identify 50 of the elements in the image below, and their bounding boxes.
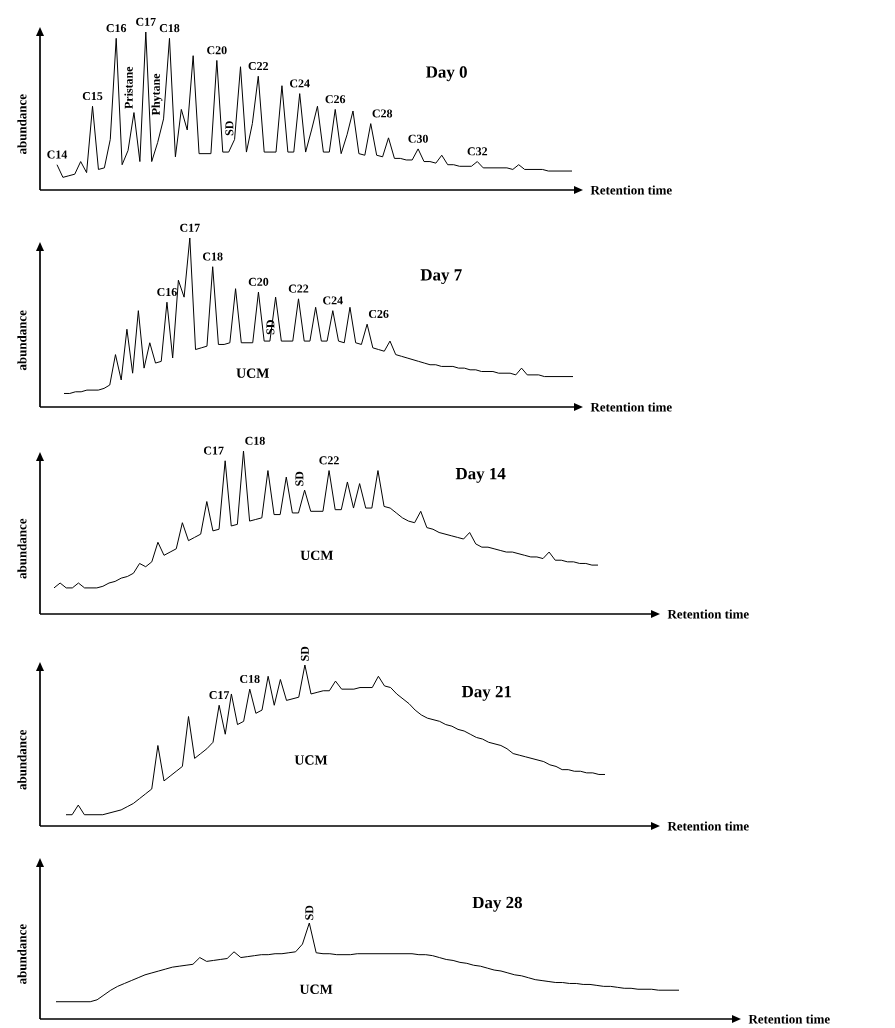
text: SD [305,905,314,920]
y-axis-title: abundance [17,729,27,790]
y-axis-title: abundance [17,310,27,371]
text: Day 14 [455,467,506,483]
y-axis-title: abundance [17,94,27,155]
annotation: C17 [203,446,224,455]
annotation: UCM [300,550,334,561]
annotation: C22 [248,62,269,71]
annotation: C22 [319,456,339,465]
y-axis-title: abundance [17,924,27,984]
x-axis-title: Retention time [590,402,672,412]
annotation: Phytane [151,73,163,116]
annotation: C32 [467,147,488,156]
annotation: Pristane [124,66,133,109]
x-axis-title: Retention time [748,1014,830,1024]
annotation: SD [225,121,234,136]
annotation: C26 [325,95,346,104]
annotation: C30 [408,134,428,143]
text: Day 0 [425,66,467,82]
annotation: C20 [248,277,269,286]
annotation: C16 [157,288,177,297]
annotation: C22 [288,284,309,293]
annotation: SD [266,320,275,335]
annotation: C18 [159,24,180,33]
chart-title: Day 28 [472,896,522,912]
annotation: UCM [294,755,328,765]
annotation: UCM [299,984,333,994]
text: C17 [136,17,156,26]
annotation: UCM [236,368,269,378]
annotation: C16 [106,24,127,33]
annotation: C24 [289,79,310,88]
annotation: C17 [209,691,230,700]
x-axis-title: Retention time [590,185,672,195]
annotation: C18 [202,252,223,261]
text: SD [300,646,309,661]
annotation: C26 [368,309,389,318]
text: C17 [180,223,200,232]
annotation: C18 [240,674,260,683]
text: Day 7 [420,269,462,285]
annotation: C28 [372,109,393,118]
y-axis-title: abundance [17,518,27,579]
text: Day 21 [461,685,512,701]
annotation: SD [295,471,304,486]
annotation: C20 [207,46,227,55]
x-axis-title: Retention time [667,821,749,831]
x-axis-title: Retention time [667,609,749,619]
annotation: C15 [82,92,103,101]
annotation: C14 [47,150,68,159]
text: C18 [245,436,265,445]
annotation: C24 [323,296,343,305]
